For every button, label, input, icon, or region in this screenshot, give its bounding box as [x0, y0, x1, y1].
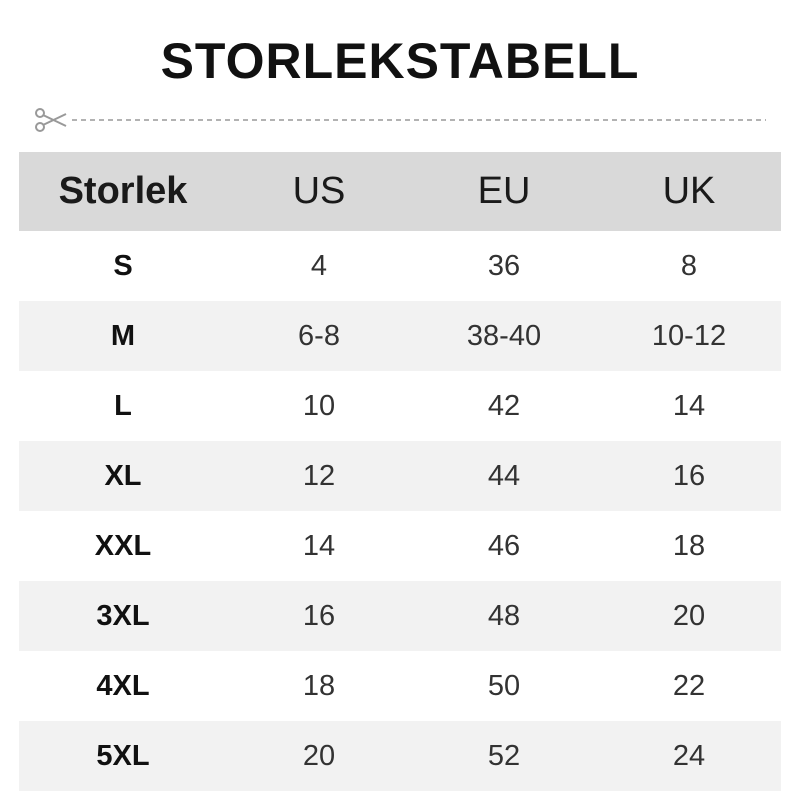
title: STORLEKSTABELL: [160, 33, 640, 89]
size-value: 38-40: [466, 319, 542, 352]
size-value: 24: [672, 739, 706, 772]
size-value: 44: [487, 459, 521, 492]
cut-line: [35, 108, 766, 132]
size-value: 12: [302, 459, 336, 492]
column-header: UK: [662, 170, 716, 212]
size-label: L: [114, 389, 132, 422]
table-row: 5XL 20 52 24: [19, 721, 781, 791]
size-value: 42: [487, 389, 521, 422]
size-value: 16: [672, 459, 706, 492]
table-row: XL 12 44 16: [19, 441, 781, 511]
size-value: 46: [487, 529, 521, 562]
size-value: 16: [302, 599, 336, 632]
size-value: 18: [672, 529, 706, 562]
size-value: 20: [672, 599, 706, 632]
size-value: 20: [302, 739, 336, 772]
size-value: 48: [487, 599, 521, 632]
table-row: S 4 36 8: [19, 231, 781, 301]
column-header: US: [292, 170, 346, 212]
column-header: EU: [477, 170, 531, 212]
size-value: 14: [302, 529, 336, 562]
size-label: XXL: [94, 529, 152, 562]
table-row: XXL 14 46 18: [19, 511, 781, 581]
size-value: 36: [487, 249, 521, 282]
size-value: 8: [680, 249, 698, 282]
table-row: L 10 42 14: [19, 371, 781, 441]
column-header: Storlek: [58, 170, 188, 212]
header-row: Storlek US EU UK: [19, 152, 781, 231]
size-label: XL: [104, 459, 142, 492]
table-row: M 6-8 38-40 10-12: [19, 301, 781, 371]
size-label: 5XL: [96, 739, 150, 772]
size-value: 22: [672, 669, 706, 702]
size-table: Storlek US EU UK S 4 36 8 M 6-8 38-40 10-12 L 10 42 14 X…: [19, 152, 781, 791]
size-label: 4XL: [96, 669, 150, 702]
table-row: 3XL 16 48 20: [19, 581, 781, 651]
table-row: 4XL 18 50 22: [19, 651, 781, 721]
size-value: 10-12: [651, 319, 727, 352]
size-label: 3XL: [96, 599, 150, 632]
size-value: 10: [302, 389, 336, 422]
size-value: 6-8: [298, 319, 340, 352]
size-label: S: [113, 249, 133, 282]
size-value: 18: [302, 669, 336, 702]
size-value: 52: [487, 739, 521, 772]
size-value: 4: [310, 249, 328, 282]
size-value: 14: [672, 389, 706, 422]
size-value: 50: [487, 669, 521, 702]
size-label: M: [110, 319, 136, 352]
